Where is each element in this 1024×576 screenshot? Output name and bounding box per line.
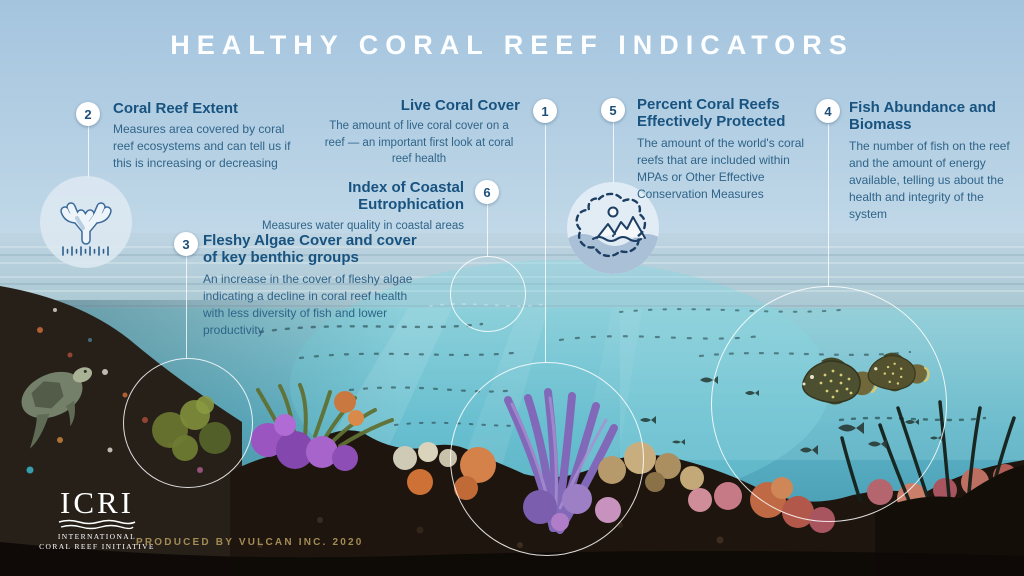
indicator-body: The amount of live coral cover on a reef…: [324, 120, 514, 166]
indicator-badge-5: 5: [601, 98, 625, 122]
callout-percent-protected: Percent Coral Reefs Effectively Protecte…: [637, 96, 819, 203]
sea-turtle-art: [21, 367, 93, 449]
indicator-heading: Live Coral Cover: [400, 97, 520, 114]
callout-live-coral-cover: Live Coral Cover The amount of live cora…: [318, 97, 520, 167]
icri-logo: ICRI INTERNATIONAL CORAL REEF INITIATIVE: [38, 487, 156, 552]
indicator-badge-1: 1: [533, 99, 557, 123]
indicator-heading: Coral Reef Extent: [113, 100, 239, 117]
connector-line-4: [828, 124, 829, 287]
connector-line-5: [613, 122, 614, 184]
indicator-body: The amount of the world's coral reefs th…: [637, 135, 805, 201]
indicator-badge-2: 2: [76, 102, 100, 126]
indicator-heading: Index of Coastal Eutrophication: [348, 179, 464, 214]
indicator-body: The number of fish on the reef and the a…: [849, 138, 1010, 221]
indicator-badge-3: 3: [174, 232, 198, 256]
coral-extent-icon-circle: [40, 176, 132, 268]
connector-line-2: [88, 126, 89, 178]
coral-with-ruler-icon: [60, 202, 112, 256]
highlight-ring-eutrophication: [450, 256, 526, 332]
connector-line-3: [186, 256, 187, 358]
highlight-ring-live-coral: [450, 362, 644, 556]
icri-logo-line1: INTERNATIONAL: [57, 532, 137, 541]
indicator-badge-4: 4: [816, 99, 840, 123]
indicator-body: An increase in the cover of fleshy algae…: [203, 271, 413, 337]
indicator-body: Measures water quality in coastal areas: [262, 219, 464, 232]
indicator-heading: Fish Abundance and Biomass: [849, 99, 996, 134]
indicator-heading: Fleshy Algae Cover and cover of key bent…: [203, 232, 417, 267]
icri-logo-acronym: ICRI: [60, 485, 134, 520]
icri-logo-line2: CORAL REEF INITIATIVE: [39, 542, 155, 552]
page-title: HEALTHY CORAL REEF INDICATORS: [170, 30, 854, 60]
highlight-ring-fleshy-algae: [123, 358, 253, 488]
indicator-badge-6: 6: [475, 180, 499, 204]
badge-number: 2: [84, 106, 92, 122]
badge-number: 1: [541, 103, 549, 119]
callout-coral-reef-extent: Coral Reef Extent Measures area covered …: [113, 100, 298, 172]
callout-coastal-eutrophication: Index of Coastal Eutrophication Measures…: [252, 179, 464, 234]
purple-anemone-art: [251, 391, 364, 471]
protected-area-icon-circle: [567, 182, 659, 274]
callout-fish-abundance: Fish Abundance and Biomass The number of…: [849, 99, 1017, 223]
badge-number: 3: [182, 236, 190, 252]
badge-number: 4: [824, 103, 832, 119]
badge-number: 6: [483, 184, 491, 200]
protected-area-map-icon: [567, 192, 659, 274]
indicator-heading: Percent Coral Reefs Effectively Protecte…: [637, 96, 786, 131]
highlight-ring-fish: [711, 286, 947, 522]
connector-line-1: [545, 125, 546, 363]
producer-credit: PRODUCED BY VULCAN INC. 2020: [136, 537, 364, 548]
badge-number: 5: [609, 102, 617, 118]
icri-logo-waves-icon: [58, 519, 136, 530]
indicator-body: Measures area covered by coral reef ecos…: [113, 122, 291, 171]
callout-fleshy-algae: Fleshy Algae Cover and cover of key bent…: [203, 232, 425, 339]
connector-line-6: [487, 204, 488, 257]
